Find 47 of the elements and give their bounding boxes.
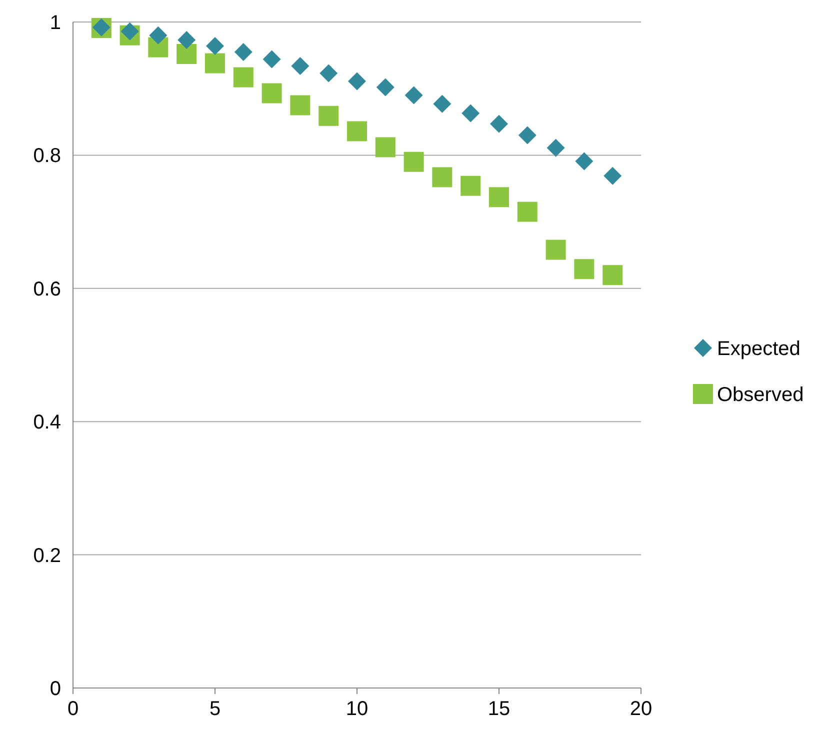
y-tick-label: 1 bbox=[50, 12, 61, 34]
point bbox=[517, 202, 538, 222]
point bbox=[433, 94, 452, 113]
point bbox=[234, 42, 252, 61]
x-tick-label: 5 bbox=[209, 698, 221, 720]
point bbox=[375, 137, 396, 158]
point bbox=[404, 152, 424, 172]
point bbox=[205, 53, 225, 74]
point bbox=[376, 78, 394, 96]
point bbox=[320, 64, 338, 82]
y-tick-label: 0.6 bbox=[33, 278, 61, 300]
point bbox=[233, 67, 254, 88]
point bbox=[149, 26, 168, 44]
point bbox=[262, 50, 281, 68]
point bbox=[176, 44, 197, 64]
point bbox=[604, 166, 622, 185]
y-tick-label: 0.4 bbox=[33, 412, 61, 434]
point bbox=[462, 104, 480, 122]
point bbox=[518, 126, 536, 144]
legend-label: Observed bbox=[717, 384, 804, 406]
point bbox=[490, 114, 508, 133]
legend-label: Expected bbox=[717, 338, 800, 360]
y-tick-label: 0.2 bbox=[33, 544, 61, 567]
point bbox=[602, 265, 623, 286]
point bbox=[318, 106, 339, 126]
point bbox=[574, 259, 594, 280]
point bbox=[546, 240, 566, 260]
y-tick-label: 0 bbox=[50, 678, 61, 700]
point bbox=[348, 72, 366, 90]
point bbox=[432, 167, 452, 188]
point bbox=[120, 22, 139, 40]
x-tick-label: 10 bbox=[346, 698, 368, 720]
y-tick-label: 0.8 bbox=[33, 145, 61, 168]
point bbox=[178, 30, 196, 49]
point bbox=[206, 36, 224, 55]
point bbox=[347, 121, 367, 142]
point bbox=[262, 83, 282, 104]
x-tick-label: 20 bbox=[630, 698, 652, 720]
point bbox=[290, 95, 310, 116]
x-tick-label: 15 bbox=[488, 698, 510, 720]
point bbox=[291, 56, 310, 75]
point bbox=[460, 176, 481, 196]
point bbox=[575, 152, 594, 170]
point bbox=[404, 86, 423, 104]
point bbox=[546, 138, 565, 157]
x-tick-label: 0 bbox=[67, 698, 79, 720]
point bbox=[489, 187, 509, 208]
